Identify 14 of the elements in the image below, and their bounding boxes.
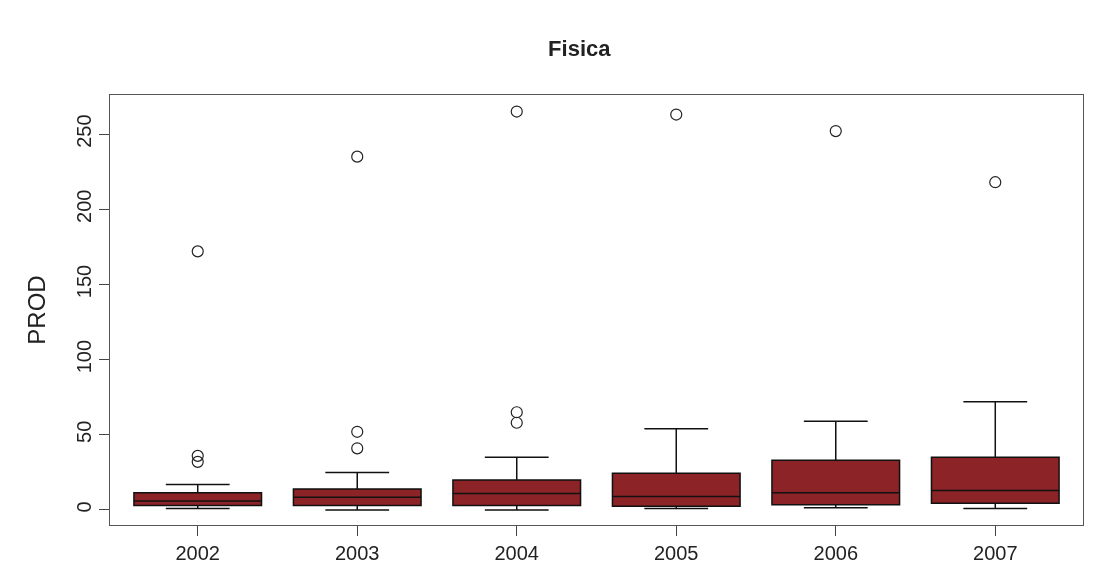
x-tick-label: 2002: [175, 542, 220, 564]
y-tick-label: 200: [73, 189, 95, 223]
y-tick-label: 250: [73, 114, 95, 148]
y-axis-title: PROD: [23, 275, 51, 345]
x-tick-label: 2006: [813, 542, 859, 564]
y-tick-label: 100: [73, 339, 95, 374]
y-tick-label: 0: [73, 501, 95, 513]
x-tick-label: 2005: [654, 542, 699, 564]
x-tick-label: 2003: [334, 542, 380, 564]
y-tick-label: 150: [73, 264, 95, 299]
y-tick-label: 50: [73, 420, 95, 443]
x-tick-label: 2004: [494, 542, 539, 564]
chart-title: Fisica: [548, 36, 612, 62]
x-tick-label: 2007: [973, 542, 1018, 564]
